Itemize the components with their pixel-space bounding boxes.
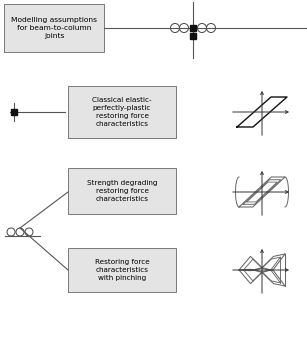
- FancyBboxPatch shape: [68, 86, 176, 138]
- Text: Strength degrading
restoring force
characteristics: Strength degrading restoring force chara…: [87, 180, 157, 202]
- Text: Classical elastic-
perfectly-plastic
restoring force
characteristics: Classical elastic- perfectly-plastic res…: [92, 97, 152, 127]
- Bar: [190, 33, 196, 39]
- Bar: [190, 25, 196, 31]
- Bar: [10, 109, 17, 115]
- FancyBboxPatch shape: [68, 168, 176, 214]
- FancyBboxPatch shape: [68, 248, 176, 292]
- Text: Modelling assumptions
for beam-to-column
joints: Modelling assumptions for beam-to-column…: [11, 17, 97, 39]
- FancyBboxPatch shape: [4, 4, 104, 52]
- Text: Restoring force
characteristics
with pinching: Restoring force characteristics with pin…: [95, 259, 150, 281]
